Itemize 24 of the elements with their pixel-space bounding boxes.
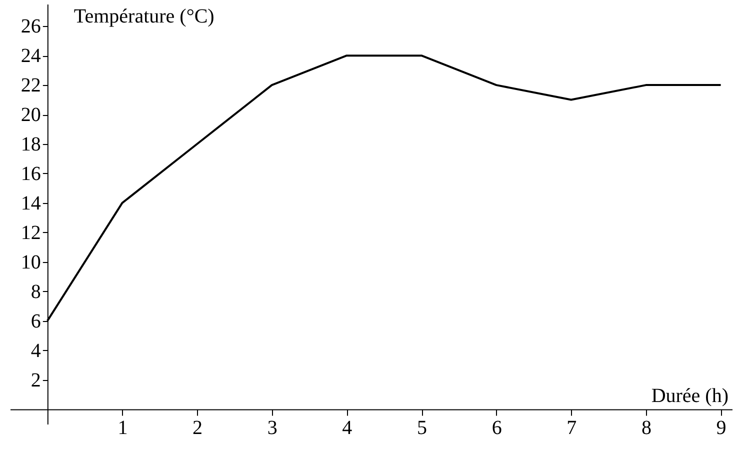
y-tick-label: 8 [30,280,41,303]
x-tick-label: 2 [192,416,203,439]
x-tick-label: 4 [342,416,352,439]
y-tick-label: 26 [20,16,41,38]
x-tick-label: 1 [118,416,128,439]
x-tick-label: 8 [641,416,652,439]
y-tick-label: 2 [30,369,41,392]
x-tick-label: 5 [417,416,428,439]
y-tick-label: 22 [20,74,41,97]
y-tick-label: 14 [20,192,41,214]
x-tick-label: 6 [492,416,502,439]
y-tick-label: 4 [30,340,41,362]
x-tick-label: 9 [716,416,726,439]
y-tick-label: 12 [20,222,41,244]
y-tick-label: 16 [20,162,41,185]
x-tick-label: 3 [267,416,278,439]
x-axis-title: Durée (h) [651,384,728,407]
y-tick-label: 18 [20,134,41,156]
y-tick-label: 20 [20,104,41,126]
y-tick-label: 24 [20,45,41,68]
x-tick-label: 7 [566,416,577,439]
y-tick-label: 6 [30,310,41,332]
y-tick-label: 10 [20,251,41,274]
y-axis-title: Température (°C) [74,6,214,28]
